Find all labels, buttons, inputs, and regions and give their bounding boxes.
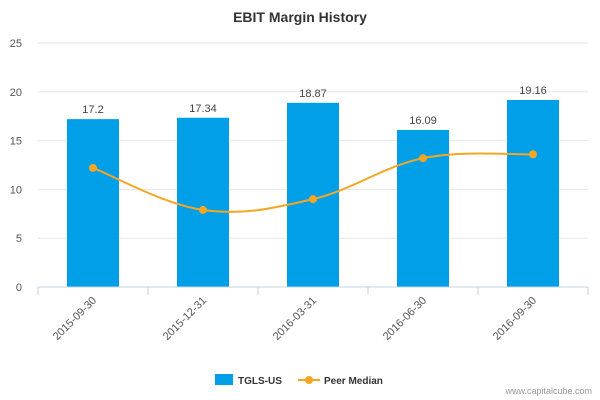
data-label: 19.16 xyxy=(519,85,547,97)
bar-2015-12-31 xyxy=(177,117,229,287)
chart-title: EBIT Margin History xyxy=(233,9,367,25)
y-axis-ticks: 0 5 10 15 20 25 xyxy=(10,38,22,294)
x-axis-ticks: 2015-09-30 2015-12-31 2016-03-31 2016-06-30… xyxy=(51,295,539,343)
data-label: 17.2 xyxy=(82,104,103,116)
peer-median-point xyxy=(309,195,317,204)
y-tick-label: 20 xyxy=(10,87,22,99)
data-label: 16.09 xyxy=(409,115,437,127)
x-tick-label: 2015-09-30 xyxy=(51,295,99,343)
peer-median-point xyxy=(529,150,537,159)
bar-2015-09-30 xyxy=(67,119,119,288)
peer-median-line xyxy=(89,150,537,214)
legend: TGLS-US Peer Median xyxy=(215,374,383,387)
data-label: 17.34 xyxy=(189,103,217,115)
x-tick-label: 2016-06-30 xyxy=(381,295,429,343)
peer-median-point xyxy=(419,154,427,163)
bar-2016-03-31 xyxy=(287,102,339,287)
peer-median-point xyxy=(199,205,207,214)
x-tick-label: 2016-09-30 xyxy=(491,295,539,343)
bars xyxy=(67,99,559,288)
bar-2016-06-30 xyxy=(397,129,449,287)
legend-label-peer: Peer Median xyxy=(324,376,383,387)
x-tick-label: 2016-03-31 xyxy=(271,295,319,343)
legend-marker-peer xyxy=(305,376,313,384)
y-tick-label: 0 xyxy=(16,282,22,294)
data-labels: 17.2 17.34 18.87 16.09 19.16 xyxy=(82,85,546,127)
y-tick-label: 5 xyxy=(16,233,22,245)
data-label: 18.87 xyxy=(299,88,327,100)
legend-label-tgls: TGLS-US xyxy=(238,376,282,387)
x-tick-label: 2015-12-31 xyxy=(161,295,209,343)
peer-median-point xyxy=(89,163,97,172)
x-axis xyxy=(37,286,589,295)
bar-2016-09-30 xyxy=(507,99,559,287)
y-tick-label: 15 xyxy=(10,136,22,148)
y-tick-label: 25 xyxy=(10,38,22,50)
legend-swatch-tgls xyxy=(215,374,233,385)
credit-text: www.capitalcube.com xyxy=(504,386,592,396)
y-tick-label: 10 xyxy=(10,184,22,196)
